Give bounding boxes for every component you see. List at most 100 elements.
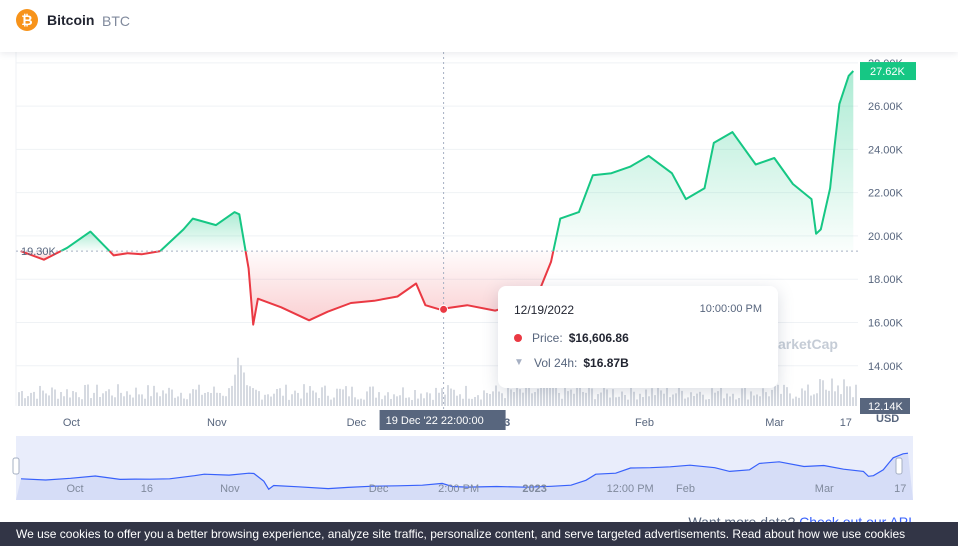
price-line-up <box>159 211 247 252</box>
volume-bar <box>408 397 410 406</box>
volume-bar <box>489 393 491 406</box>
y-tick-label: 22.00K <box>868 188 904 200</box>
volume-bar <box>93 392 95 406</box>
volume-bar <box>825 389 827 406</box>
volume-bar <box>732 393 734 406</box>
volume-bar <box>198 384 200 406</box>
price-dot-icon <box>514 334 522 342</box>
volume-bar <box>120 392 122 406</box>
volume-bar <box>342 389 344 406</box>
x-tick-label: Feb <box>635 417 654 429</box>
volume-bar <box>528 385 530 406</box>
volume-bar <box>735 399 737 406</box>
volume-bar <box>180 392 182 406</box>
volume-bar <box>201 394 203 406</box>
volume-bar <box>270 396 272 406</box>
volume-bar <box>693 395 695 406</box>
y-tick-label: 16.00K <box>868 317 904 329</box>
volume-bar <box>585 392 587 406</box>
navigator-tick-label: 17 <box>894 483 906 495</box>
price-area-down <box>20 251 61 260</box>
volume-bar <box>822 380 824 406</box>
navigator-tick-label: Dec <box>369 483 389 495</box>
volume-bar <box>165 393 167 406</box>
volume-bar <box>702 394 704 406</box>
volume-bar <box>687 397 689 406</box>
crosshair-date-label: 19 Dec '22 22:00:00 <box>386 415 484 427</box>
volume-bar <box>441 388 443 406</box>
volume-bar <box>678 385 680 406</box>
volume-bar <box>303 384 305 406</box>
volume-bar <box>273 393 275 406</box>
volume-bar <box>87 384 89 406</box>
volume-bar <box>171 389 173 406</box>
volume-bar <box>789 393 791 406</box>
volume-bar <box>21 391 23 406</box>
volume-bar <box>81 399 83 406</box>
price-line-down <box>108 250 161 257</box>
volume-bar <box>207 392 209 406</box>
volume-bar <box>519 389 521 406</box>
volume-bar <box>456 395 458 406</box>
volume-bar <box>387 392 389 406</box>
navigator-left-handle <box>12 457 20 475</box>
volume-bar <box>90 398 92 406</box>
volume-bar <box>54 389 56 406</box>
volume-bar <box>339 388 341 406</box>
volume-bar <box>570 389 572 406</box>
volume-bar <box>240 365 242 406</box>
volume-bar <box>639 393 641 406</box>
volume-bar <box>255 389 257 406</box>
volume-bar <box>252 388 254 406</box>
volume-bar <box>759 396 761 406</box>
volume-bar <box>327 395 329 406</box>
volume-bar <box>615 397 617 406</box>
volume-bar <box>516 385 518 406</box>
volume-bar <box>717 391 719 406</box>
volume-bar <box>105 391 107 406</box>
volume-bar <box>756 394 758 406</box>
volume-bar <box>243 372 245 406</box>
volume-bar <box>660 390 662 406</box>
volume-bar <box>474 397 476 406</box>
volume-bar <box>582 391 584 406</box>
volume-bar <box>471 398 473 406</box>
volume-bar <box>261 399 263 406</box>
volume-bar <box>843 379 845 406</box>
volume-bar <box>855 384 857 406</box>
volume-bar <box>834 391 836 406</box>
volume-bar <box>810 395 812 406</box>
volume-bar <box>510 389 512 406</box>
volume-bar <box>195 389 197 406</box>
volume-bar <box>309 386 311 406</box>
volume-bar <box>159 396 161 406</box>
volume-bar <box>246 385 248 406</box>
volume-bar <box>720 385 722 406</box>
tooltip-price-row: Price: $16,606.86 <box>514 331 629 345</box>
volume-bar <box>762 388 764 406</box>
y-tick-label: 14.00K <box>868 361 904 373</box>
volume-bar <box>156 392 158 406</box>
volume-bar <box>708 399 710 406</box>
volume-bar <box>276 389 278 406</box>
volume-bar <box>438 392 440 406</box>
volume-bar <box>747 399 749 406</box>
volume-bar <box>288 399 290 406</box>
volume-bar <box>129 394 131 406</box>
tooltip-volume-row: ▼ Vol 24h: $16.87B <box>514 356 629 370</box>
volume-bar <box>264 394 266 406</box>
volume-bar <box>714 392 716 406</box>
y-tick-label: 26.00K <box>868 101 904 113</box>
volume-bar <box>42 390 44 406</box>
price-chart[interactable]: 28.00K26.00K24.00K22.00K20.00K18.00K16.0… <box>0 52 958 522</box>
volume-bar <box>384 395 386 406</box>
coin-name: Bitcoin <box>47 12 95 28</box>
volume-bar <box>84 384 86 406</box>
volume-bar <box>210 392 212 406</box>
volume-bar <box>501 393 503 406</box>
volume-bar <box>306 392 308 406</box>
volume-bar <box>774 385 776 406</box>
volume-bar <box>282 395 284 406</box>
volume-bar <box>420 393 422 406</box>
volume-bar <box>462 398 464 406</box>
